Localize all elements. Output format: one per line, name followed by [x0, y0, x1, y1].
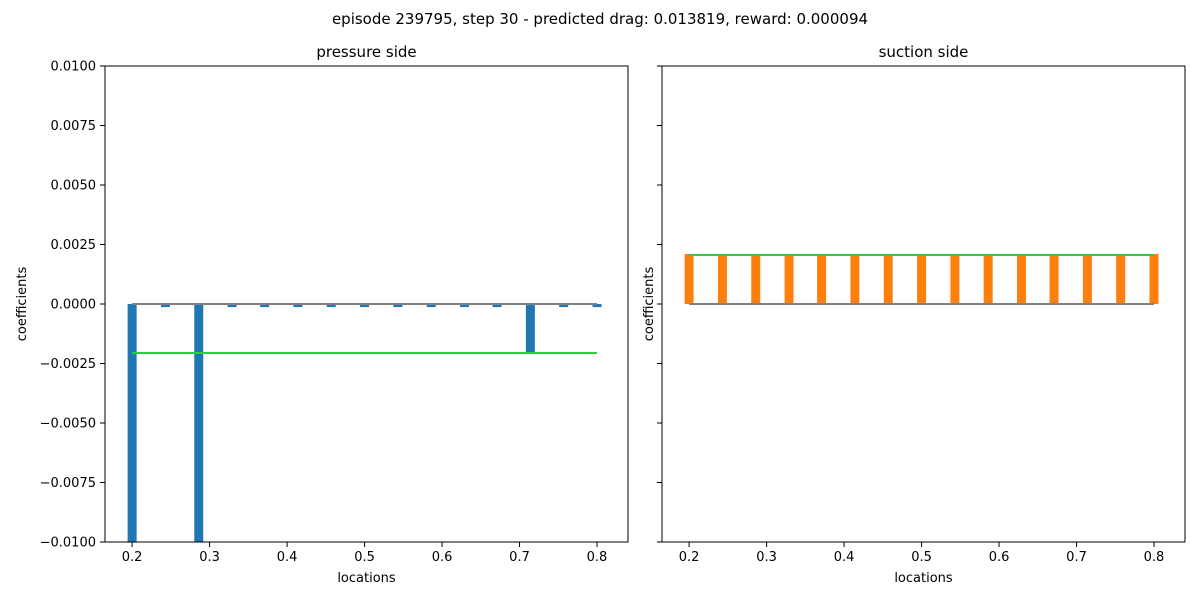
x-tick-label: 0.7 [509, 550, 530, 565]
data-bar [525, 304, 535, 354]
data-bar [717, 254, 727, 304]
x-tick-label: 0.2 [679, 550, 700, 565]
data-bar [293, 304, 303, 308]
data-bar [592, 304, 602, 308]
y-axis-label: coefficients [15, 267, 30, 342]
data-bar [160, 304, 170, 308]
data-bar [326, 304, 336, 308]
x-tick-label: 0.5 [911, 550, 932, 565]
data-bar [751, 254, 761, 304]
x-tick-label: 0.6 [989, 550, 1010, 565]
x-tick-label: 0.6 [432, 550, 453, 565]
suction-side-panel: suction side 0.2 0.3 0.4 0.5 0.6 0.7 0.8 locat… [642, 43, 1186, 586]
y-tick-label: 0.0100 [51, 60, 97, 75]
x-tick-label: 0.8 [587, 550, 608, 565]
panel-title: suction side [879, 43, 969, 61]
x-tick-label: 0.7 [1066, 550, 1087, 565]
data-bar [784, 254, 794, 304]
data-bar [917, 254, 927, 304]
data-bar [1082, 254, 1092, 304]
y-tick-label: 0.0050 [51, 179, 97, 194]
y-tick-label: −0.0025 [40, 357, 96, 372]
data-bar [393, 304, 403, 308]
y-tick-label: −0.0100 [40, 536, 96, 551]
x-tick-label: 0.8 [1144, 550, 1165, 565]
y-axis-ticks: 0.0100 0.0075 0.0050 0.0025 0.0000 −0.0025 −0.… [40, 60, 105, 551]
suction-side-marks [684, 253, 1159, 305]
x-axis-ticks: 0.2 0.3 0.4 0.5 0.6 0.7 0.8 [122, 542, 608, 565]
pressure-side-marks [127, 303, 602, 542]
x-tick-label: 0.2 [122, 550, 143, 565]
y-axis-label: coefficients [642, 267, 657, 342]
data-bar [1149, 254, 1159, 304]
x-tick-label: 0.3 [756, 550, 777, 565]
data-bar [426, 304, 436, 308]
y-axis-ticks [657, 65, 662, 543]
data-bar [1017, 254, 1027, 304]
data-bar [684, 254, 694, 304]
figure-title: episode 239795, step 30 - predicted drag… [332, 10, 868, 28]
data-bar [559, 304, 569, 308]
x-axis-ticks: 0.2 0.3 0.4 0.5 0.6 0.7 0.8 [679, 542, 1165, 565]
data-bar [360, 304, 370, 308]
y-tick-label: 0.0075 [51, 119, 97, 134]
y-tick-label: 0.0025 [51, 238, 97, 253]
data-bar [817, 254, 827, 304]
x-tick-label: 0.3 [199, 550, 220, 565]
y-tick-label: 0.0000 [51, 298, 97, 313]
x-axis-label: locations [337, 571, 396, 586]
y-tick-label: −0.0075 [40, 476, 96, 491]
pressure-side-panel: pressure side 0.01000.00750.00500.00250.… [15, 43, 629, 586]
data-bar [850, 254, 860, 304]
panel-title: pressure side [316, 43, 416, 61]
y-tick-label: −0.0050 [40, 417, 96, 432]
data-bar [227, 304, 237, 308]
data-bar [983, 254, 993, 304]
data-bar [1116, 254, 1126, 304]
data-bar [883, 254, 893, 304]
data-bar [260, 304, 270, 308]
data-bar [194, 304, 204, 542]
x-tick-label: 0.5 [354, 550, 375, 565]
data-bar [1049, 254, 1059, 304]
x-tick-label: 0.4 [277, 550, 298, 565]
data-bar [950, 254, 960, 304]
data-bar [127, 304, 137, 542]
data-bar [460, 304, 470, 308]
x-tick-label: 0.4 [834, 550, 855, 565]
x-axis-label: locations [894, 571, 953, 586]
data-bar [492, 304, 502, 308]
